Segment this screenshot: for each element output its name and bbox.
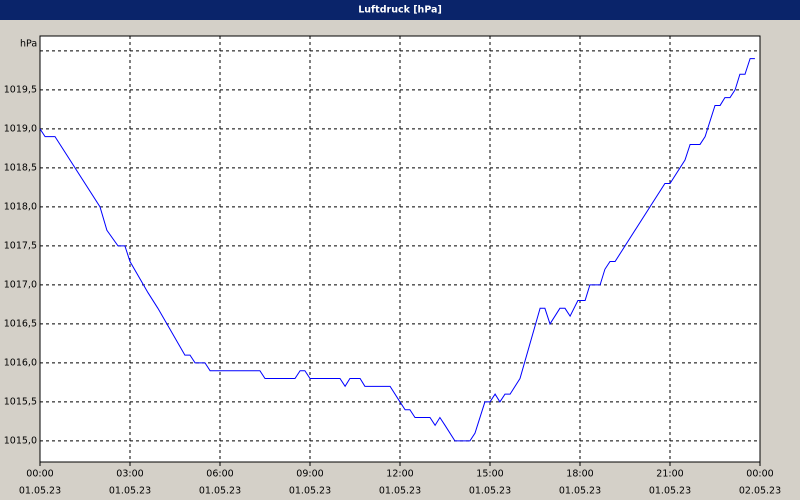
x-tick-label: 00:00 [26, 469, 53, 480]
y-tick-label: 1018,5 [4, 162, 37, 173]
y-tick-label: 1018,0 [4, 201, 37, 212]
x-tick-label: 09:00 [296, 469, 323, 480]
y-tick-label: 1015,0 [4, 435, 37, 446]
y-tick-label: 1017,0 [4, 279, 37, 290]
y-tick-label: 1015,5 [4, 396, 37, 407]
y-tick-label: 1017,5 [4, 240, 37, 251]
x-tick-label: 01.05.23 [109, 486, 151, 497]
x-tick-label: 01.05.23 [559, 486, 601, 497]
y-tick-label: 1019,0 [4, 123, 37, 134]
x-tick-label: 01.05.23 [289, 486, 331, 497]
x-tick-label: 15:00 [476, 469, 503, 480]
x-tick-label: 06:00 [206, 469, 233, 480]
x-tick-label: 01.05.23 [19, 486, 61, 497]
line-series [39, 58, 755, 442]
x-tick-label: 12:00 [386, 469, 413, 480]
x-tick-label: 02.05.23 [739, 486, 781, 497]
x-tick-label: 18:00 [566, 469, 593, 480]
y-axis-unit: hPa [20, 39, 37, 50]
x-tick-label: 03:00 [116, 469, 143, 480]
x-tick-label: 01.05.23 [469, 486, 511, 497]
title-bar [0, 0, 800, 20]
x-tick-label: 21:00 [656, 469, 683, 480]
x-tick-label: 01.05.23 [199, 486, 241, 497]
y-tick-label: 1016,5 [4, 318, 37, 329]
x-tick-label: 01.05.23 [649, 486, 691, 497]
y-tick-label: 1019,5 [4, 84, 37, 95]
chart-title: Luftdruck [hPa] [358, 5, 442, 16]
x-tick-label: 00:00 [746, 469, 773, 480]
x-tick-label: 01.05.23 [379, 486, 421, 497]
y-tick-label: 1016,0 [4, 357, 37, 368]
